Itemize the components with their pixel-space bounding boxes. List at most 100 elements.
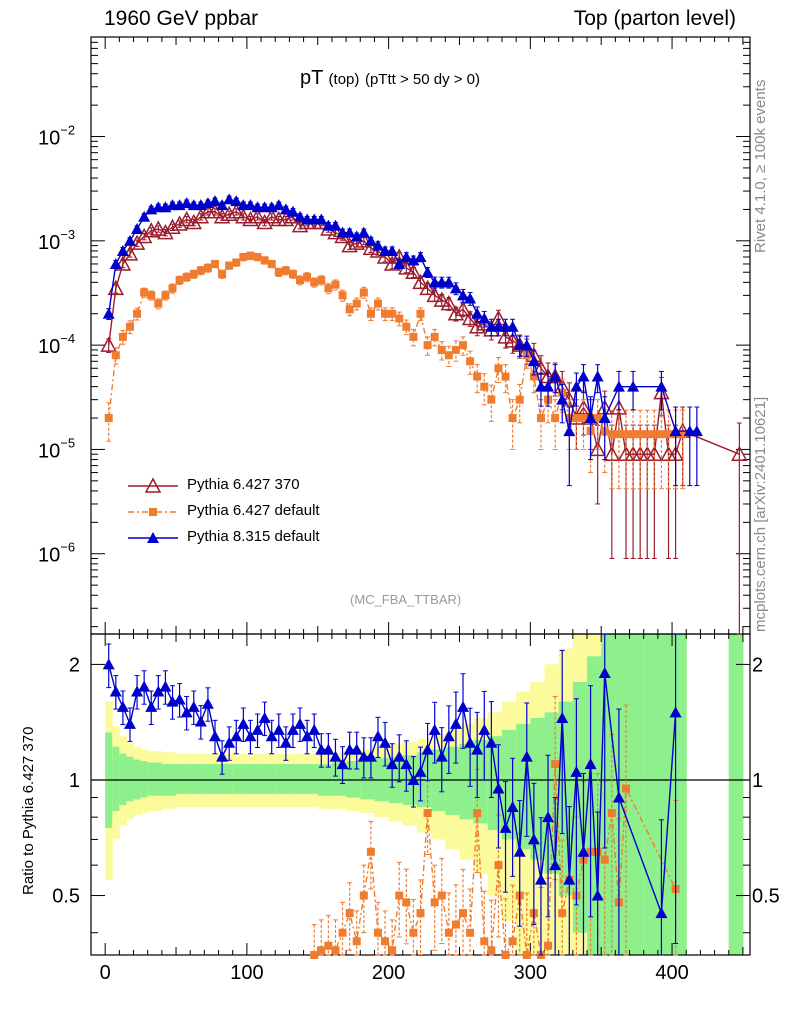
ratio-p8-point <box>237 717 250 729</box>
energy-header: 1960 GeV ppbar <box>104 7 259 30</box>
ratio-p8-point <box>294 717 307 729</box>
ratio-p6def-point <box>409 928 418 937</box>
main-p8-point <box>244 199 257 211</box>
ratio-p8-point <box>180 706 193 718</box>
main-p8-point <box>520 339 533 351</box>
main-ref-point <box>589 440 606 457</box>
main-p8-point <box>549 370 562 382</box>
main-p8-point <box>584 412 597 424</box>
uncertainty-band-inner <box>246 764 262 794</box>
ratio-p8-point <box>591 889 604 901</box>
ratio-p6def-point <box>352 937 361 946</box>
process-header: Top (parton level) <box>573 7 736 30</box>
ratio-p8-point <box>138 680 151 692</box>
main-ref-point <box>171 215 188 231</box>
main-ref-point <box>433 291 451 307</box>
main-p6def-point <box>515 395 524 404</box>
ratio-p8-point <box>464 736 477 748</box>
main-ref-point <box>376 248 394 264</box>
main-p8-point <box>180 197 193 209</box>
main-p8-point <box>598 412 611 424</box>
main-ref-point <box>157 223 174 240</box>
main-p6def-point <box>593 414 602 423</box>
ratio-p6def-point <box>501 951 510 959</box>
main-p6def-point <box>118 332 127 341</box>
main-ref-point <box>220 205 238 221</box>
ratio-p8-point <box>471 743 484 755</box>
ratio-p6def-point <box>317 946 326 955</box>
main-ref-point <box>731 445 748 461</box>
uncertainty-band-inner <box>232 764 248 794</box>
main-p8-point <box>357 226 370 238</box>
ratio-p6def-point <box>359 891 368 900</box>
main-p6def-point <box>239 252 248 261</box>
uncertainty-band-inner <box>601 634 616 955</box>
main-p8-point <box>216 199 229 211</box>
main-ref-point <box>497 328 514 344</box>
main-p6def-point <box>168 284 177 293</box>
main-p6def-point <box>508 414 517 423</box>
main-p6def-point <box>175 276 184 285</box>
main-p8-point <box>230 195 243 207</box>
legend-entry-pythia6-default: Pythia 6.427 default <box>187 502 320 519</box>
main-p6def-point <box>480 382 489 391</box>
main-p6def-point <box>409 332 418 341</box>
ratio-y-tick-label-right: 0.5 <box>752 886 780 908</box>
ratio-p8-point <box>272 723 285 735</box>
ratio-p8-point <box>187 700 200 712</box>
ratio-p8-point <box>669 706 682 718</box>
main-p8-point <box>570 380 583 392</box>
main-ref-point <box>504 332 521 348</box>
ratio-y-tick-label-right: 1 <box>752 770 763 792</box>
uncertainty-band-inner <box>487 736 503 831</box>
ratio-p6def-point <box>508 937 517 946</box>
main-p8-point <box>223 193 236 205</box>
main-p8-point <box>400 250 413 262</box>
main-ref-point <box>192 208 210 224</box>
main-p8-point <box>138 210 151 222</box>
ratio-y-tick-label: 0.5 <box>52 886 80 908</box>
main-p6def-point <box>572 414 581 423</box>
ratio-p8-point <box>584 758 597 770</box>
ratio-p6def-point <box>388 946 397 955</box>
ratio-p6def-point <box>451 920 460 929</box>
main-p6def-point <box>501 372 510 381</box>
ratio-p8-point <box>350 743 363 755</box>
ratio-p6def-point <box>338 928 347 937</box>
ratio-y-tick-label-right: 2 <box>752 654 763 676</box>
ratio-p8-point <box>400 758 413 770</box>
main-p6def-point <box>147 291 156 300</box>
main-p6def-point <box>140 288 149 297</box>
uncertainty-band-inner <box>261 764 276 794</box>
main-p6def-point <box>182 273 191 282</box>
uncertainty-band-inner <box>346 761 361 798</box>
ratio-p6def-point <box>345 909 354 918</box>
main-ref-point <box>440 295 458 311</box>
main-ref-point <box>164 218 181 234</box>
ratio-p8-point <box>258 712 271 724</box>
main-p8-point <box>350 230 363 242</box>
main-p8-point <box>542 380 555 392</box>
y-tick-label: 10−6 <box>38 540 75 567</box>
main-p8-point <box>442 276 455 288</box>
main-p6def-point <box>232 258 241 267</box>
main-p6def-point <box>225 261 234 270</box>
ratio-p8-point <box>563 873 576 885</box>
main-p6def-point <box>423 341 432 350</box>
main-p6def-point <box>607 430 616 439</box>
ratio-p8-point <box>265 730 278 742</box>
main-p6def-point <box>111 351 120 360</box>
main-p8-point <box>612 380 625 392</box>
ratio-p8-point <box>336 758 349 770</box>
main-ref-point <box>249 208 266 224</box>
plot-title: pT (top) (pTtt > 50 dy > 0) <box>300 67 480 90</box>
main-p6def-point <box>161 291 170 300</box>
ratio-p6def-point <box>473 809 482 818</box>
ratio-p6def-point <box>551 760 560 769</box>
main-ref-point <box>178 210 195 227</box>
y-tick-label: 10−2 <box>38 123 75 150</box>
ratio-y-tick-label: 2 <box>69 654 80 676</box>
legend-marker <box>149 508 157 516</box>
ratio-p8-point <box>527 833 540 845</box>
main-ref-point <box>277 210 295 227</box>
